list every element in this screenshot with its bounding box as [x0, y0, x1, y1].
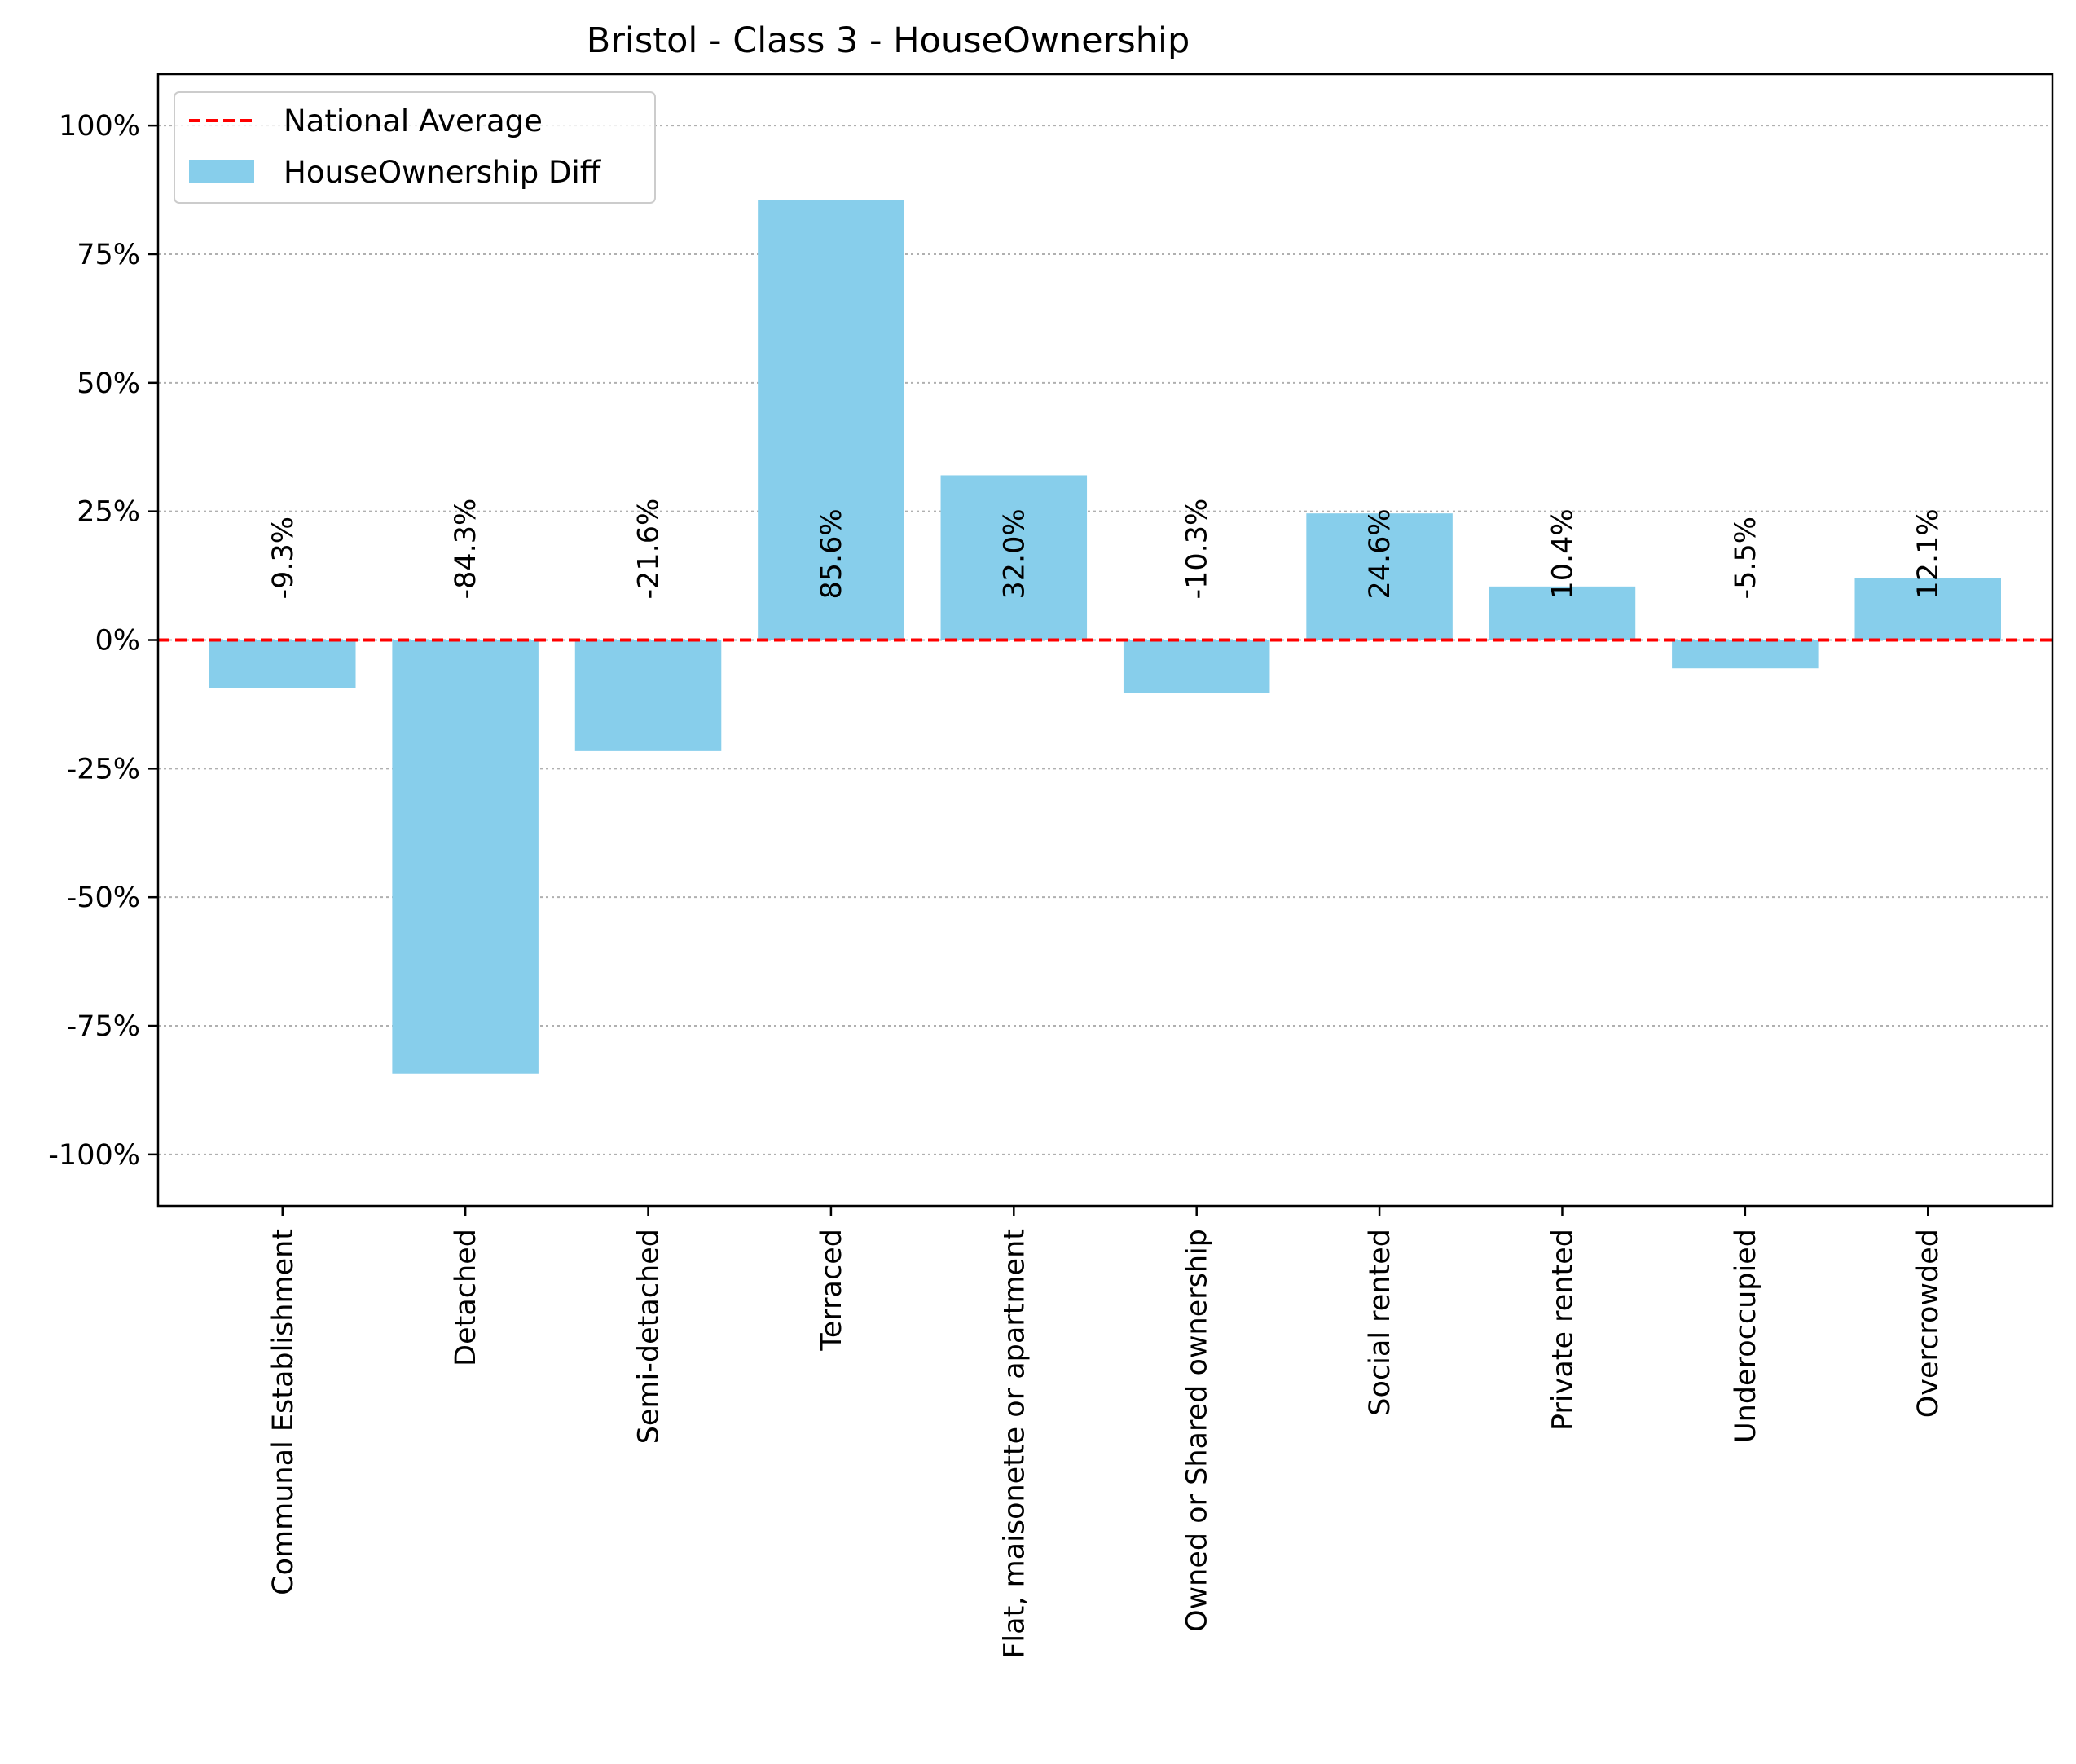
- bar: [1306, 513, 1453, 640]
- x-tick-label: Detached: [450, 1229, 482, 1366]
- legend-label-national-average: National Average: [284, 103, 543, 139]
- x-tick-label: Private rented: [1546, 1229, 1579, 1431]
- y-axis-ticks: -100% -75% -50% -25% 0% 25% 50% 75% 100%: [48, 110, 158, 1172]
- bars: [209, 200, 2001, 1074]
- bar: [209, 640, 356, 688]
- x-tick-label: Social rented: [1364, 1229, 1396, 1416]
- x-tick-label: Terraced: [816, 1229, 848, 1352]
- y-tick-label: 75%: [77, 239, 140, 271]
- bar-value-label: -21.6%: [633, 499, 666, 600]
- y-tick-label: -75%: [67, 1010, 140, 1043]
- bar-value-labels: -9.3% -84.3% -21.6% 85.6% 32.0% -10.3% 24.6% 10…: [267, 499, 1945, 600]
- bar-value-label: -9.3%: [267, 517, 300, 600]
- bar: [1854, 578, 2001, 640]
- legend-swatch-houseownership-diff: [189, 160, 254, 183]
- y-tick-label: 50%: [77, 367, 140, 400]
- x-tick-label: Flat, maisonette or apartment: [998, 1229, 1031, 1659]
- x-tick-label: Semi-detached: [633, 1229, 666, 1444]
- bar-value-label: 32.0%: [998, 508, 1031, 599]
- y-tick-label: -25%: [67, 753, 140, 785]
- bar-value-label: 10.4%: [1546, 508, 1579, 599]
- bar-value-label: 85.6%: [816, 508, 848, 599]
- x-tick-label: Underoccupied: [1730, 1229, 1762, 1443]
- bar: [940, 475, 1088, 640]
- x-tick-label: Owned or Shared ownership: [1181, 1229, 1214, 1632]
- chart-title: Bristol - Class 3 - HouseOwnership: [587, 20, 1190, 61]
- y-tick-label: -100%: [48, 1139, 140, 1172]
- legend-box: [174, 91, 656, 204]
- bar: [1672, 640, 1819, 669]
- legend-label-houseownership-diff: HouseOwnership Diff: [284, 155, 602, 190]
- y-tick-label: -50%: [67, 882, 140, 914]
- y-tick-label: 100%: [59, 110, 140, 143]
- legend: National Average HouseOwnership Diff: [174, 91, 656, 204]
- bar-value-label: 12.1%: [1912, 508, 1945, 599]
- bar: [574, 640, 722, 751]
- bar-value-label: -10.3%: [1181, 499, 1214, 600]
- bar-value-label: -5.5%: [1730, 517, 1762, 600]
- bar-value-label: 24.6%: [1364, 508, 1396, 599]
- bar: [1123, 640, 1270, 693]
- bar: [392, 640, 539, 1074]
- y-tick-label: 0%: [95, 625, 140, 658]
- x-tick-label: Overcrowded: [1912, 1229, 1945, 1418]
- bar: [1489, 586, 1636, 640]
- x-tick-label: Communal Establishment: [267, 1229, 300, 1595]
- bar: [758, 200, 904, 640]
- bar-value-label: -84.3%: [450, 499, 482, 600]
- x-axis-ticks: Communal Establishment Detached Semi-detac…: [267, 1206, 1945, 1659]
- y-tick-label: 25%: [77, 496, 140, 529]
